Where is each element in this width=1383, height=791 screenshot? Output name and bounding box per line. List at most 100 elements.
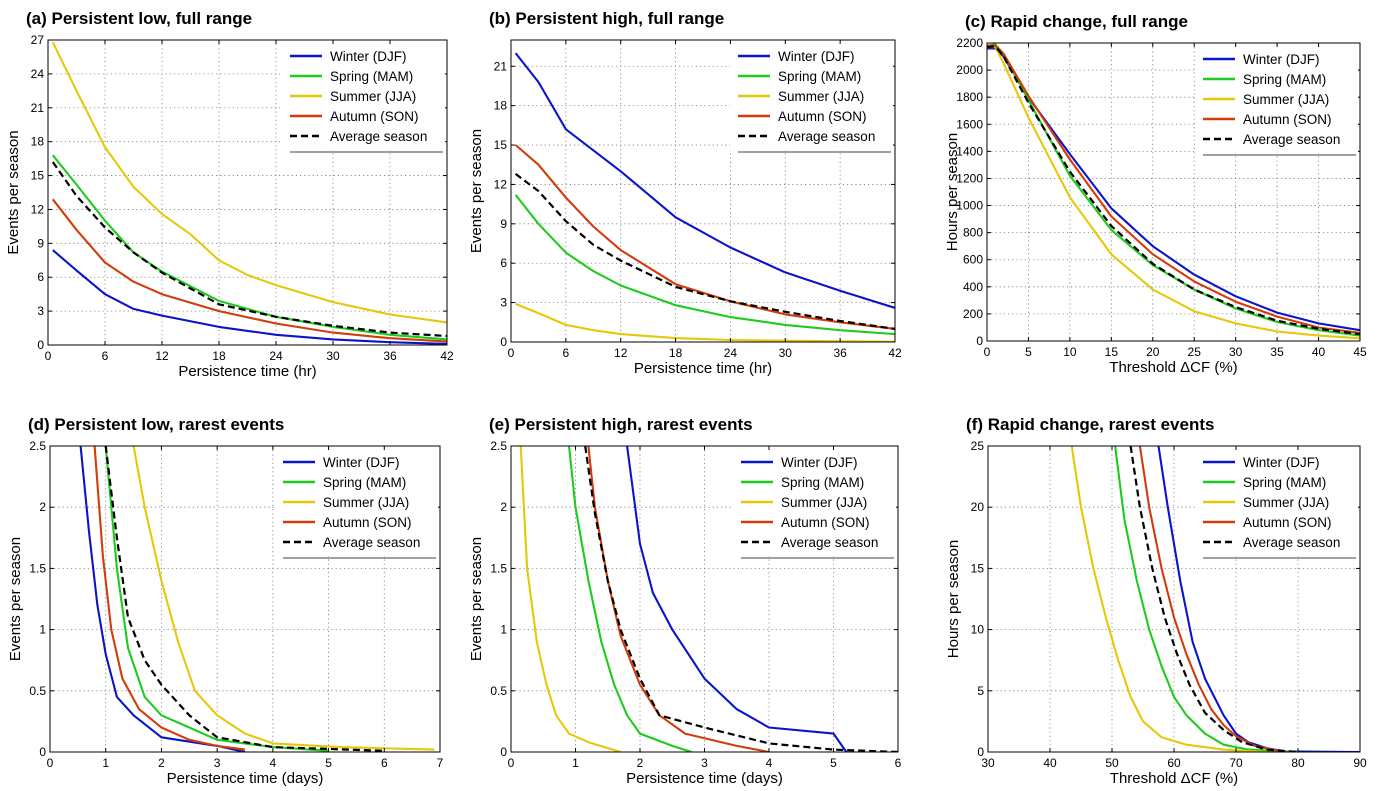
panel-c-xtick-label-4: 20	[1146, 345, 1160, 359]
panel-b-legend: Winter (DJF) Spring (MAM) Summer (JJA) Autu…	[730, 44, 893, 153]
panel-d-ytick-label-2: 1	[39, 623, 46, 637]
panel-b-legend-label-0: Winter (DJF)	[778, 49, 855, 64]
panel-b-series-1	[514, 194, 895, 336]
panel-f-title: (f) Rapid change, rarest events	[966, 415, 1214, 434]
panel-b-xtick-label-0: 0	[508, 346, 515, 360]
panel-d-ytick-label-5: 2.5	[29, 439, 46, 453]
panel-c-ytick-label-5: 1000	[956, 199, 983, 213]
panel-d-legend-label-1: Spring (MAM)	[323, 475, 406, 490]
panel-f-ytick-label-5: 25	[971, 439, 985, 453]
panel-a-axes-frame	[47, 39, 448, 346]
panel-e-series-2	[519, 446, 621, 752]
panel-a-xtick-label-6: 36	[383, 349, 397, 363]
panel-a-series-0	[52, 249, 447, 345]
panel-c-ytick-label-4: 800	[963, 226, 983, 240]
panel-c-ylabel: Hours per season	[944, 133, 961, 251]
panel-f-series-4	[1129, 446, 1299, 752]
panel-b-ytick-label-7: 21	[494, 59, 508, 73]
panel-a-ytick-label-0: 0	[37, 338, 44, 352]
panel-e-series-3	[587, 446, 770, 752]
panel-c-xtick-label-3: 15	[1105, 345, 1119, 359]
panel-b-legend-label-1: Spring (MAM)	[778, 69, 861, 84]
panel-a-ytick-label-2: 6	[37, 270, 44, 284]
panel-a-xtick-label-4: 24	[269, 349, 283, 363]
panel-c-ytick-label-7: 1400	[956, 144, 983, 158]
panel-c-legend-label-0: Winter (DJF)	[1243, 52, 1320, 67]
panel-c-ytick-label-10: 2000	[956, 63, 983, 77]
panel-b-legend-label-4: Average season	[778, 129, 875, 144]
panel-d-legend-label-2: Summer (JJA)	[323, 495, 409, 510]
panel-c-ytick-label-8: 1600	[956, 117, 983, 131]
panel-d-legend: Winter (DJF) Spring (MAM) Summer (JJA) Autu…	[275, 450, 438, 559]
panel-c-xtick-label-1: 5	[1025, 345, 1032, 359]
panel-d-xtick-label-3: 3	[214, 756, 221, 770]
panel-f-legend-label-4: Average season	[1243, 535, 1340, 550]
panel-e-ytick-label-0: 0	[500, 745, 507, 759]
panel-b-series-3	[514, 144, 895, 330]
panel-b-axes-frame	[510, 39, 896, 343]
panel-f-series-3	[1138, 446, 1286, 752]
panel-a-ytick-label-8: 24	[31, 67, 45, 81]
panel-c-xtick-label-8: 40	[1312, 345, 1326, 359]
panel-e-xtick-label-2: 2	[637, 756, 644, 770]
panel-f-legend-label-2: Summer (JJA)	[1243, 495, 1329, 510]
panel-d-series-4	[104, 446, 385, 752]
panel-f: 30 40 50 60 70 80 90 0 5 10 15 20 25 (f) Rapid change…	[945, 415, 1367, 787]
panel-b-series-4	[514, 173, 895, 330]
panel-d-legend-label-0: Winter (DJF)	[323, 455, 400, 470]
panel-d-xtick-label-1: 1	[102, 756, 109, 770]
panel-a-ytick-label-3: 9	[37, 236, 44, 250]
panel-c-ytick-label-11: 2200	[956, 36, 983, 50]
panel-c-series-3	[987, 44, 1360, 334]
panel-a-series-4	[51, 161, 447, 338]
panel-c-xtick-label-9: 45	[1353, 345, 1367, 359]
panel-f-xtick-label-2: 50	[1105, 756, 1119, 770]
panel-d-xtick-label-6: 6	[381, 756, 388, 770]
panel-d-ytick-label-0: 0	[39, 745, 46, 759]
panel-e-ytick-label-1: 0.5	[490, 684, 507, 698]
panel-e-ytick-label-5: 2.5	[490, 439, 507, 453]
panel-a-legend-label-3: Autumn (SON)	[330, 109, 419, 124]
panel-d-series-2	[132, 446, 435, 751]
panel-f-ytick-label-2: 10	[971, 623, 985, 637]
panel-f-legend: Winter (DJF) Spring (MAM) Summer (JJA) Autu…	[1195, 450, 1358, 559]
panel-a-xtick-label-3: 18	[212, 349, 226, 363]
panel-d-xtick-label-4: 4	[270, 756, 277, 770]
panel-c-legend-label-3: Autumn (SON)	[1243, 112, 1332, 127]
panel-c-xtick-label-0: 0	[984, 345, 991, 359]
panel-e-series-4	[584, 446, 898, 752]
panel-e-xtick-label-6: 6	[895, 756, 902, 770]
panel-f-xtick-label-1: 40	[1043, 756, 1057, 770]
panel-d-xtick-label-7: 7	[437, 756, 444, 770]
panel-d-xtick-label-5: 5	[325, 756, 332, 770]
panel-c-legend-label-4: Average season	[1243, 132, 1340, 147]
panel-a-xtick-label-1: 6	[102, 349, 109, 363]
panel-c-xtick-label-7: 35	[1270, 345, 1284, 359]
panel-d-title: (d) Persistent low, rarest events	[28, 415, 284, 434]
panel-f-legend-label-0: Winter (DJF)	[1243, 455, 1320, 470]
panel-f-xtick-label-4: 70	[1229, 756, 1243, 770]
panel-c-xtick-label-5: 25	[1188, 345, 1202, 359]
panel-a-xtick-label-2: 12	[155, 349, 169, 363]
panel-e-ytick-label-3: 1.5	[490, 561, 507, 575]
panel-c-ytick-label-9: 1800	[956, 90, 983, 104]
panel-a-legend: Winter (DJF) Spring (MAM) Summer (JJA) Autu…	[282, 44, 445, 153]
panel-d-ytick-label-4: 2	[39, 500, 46, 514]
panel-f-xlabel: Threshold ΔCF (%)	[1110, 770, 1238, 787]
panel-f-ytick-label-3: 15	[971, 561, 985, 575]
panel-e-legend-label-1: Spring (MAM)	[781, 475, 864, 490]
panel-f-series-2	[1070, 446, 1268, 752]
panel-e-ytick-label-2: 1	[500, 623, 507, 637]
panel-b-ytick-label-1: 3	[500, 296, 507, 310]
panel-d: 0 1 2 3 4 5 6 7 0 0.5 1 1.5 2 2.5 (d) Persistent low, …	[7, 415, 444, 787]
panel-d-xtick-label-0: 0	[47, 756, 54, 770]
panel-b-ylabel: Events per season	[468, 129, 485, 253]
panel-a-series-2	[51, 41, 447, 324]
panel-c-legend: Winter (DJF) Spring (MAM) Summer (JJA) Autu…	[1195, 47, 1358, 156]
panel-b-xtick-label-5: 30	[779, 346, 793, 360]
panel-c-xtick-label-2: 10	[1063, 345, 1077, 359]
panel-d-legend-label-4: Average season	[323, 535, 420, 550]
panel-b-ytick-label-6: 18	[494, 99, 508, 113]
